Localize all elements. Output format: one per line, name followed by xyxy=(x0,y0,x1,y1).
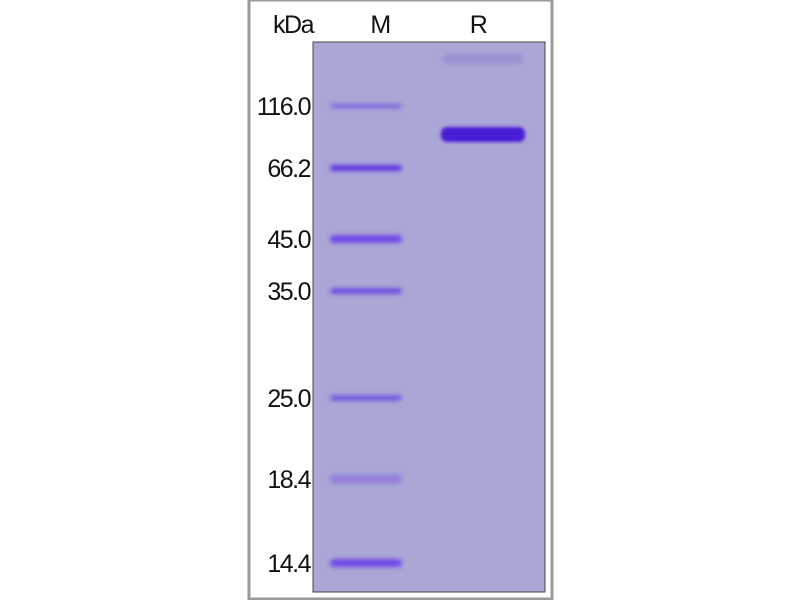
lane-label: M xyxy=(370,11,389,39)
marker-label: 66.2 xyxy=(267,155,310,183)
ladder-band xyxy=(330,103,402,109)
marker-label: 35.0 xyxy=(267,278,310,306)
ladder-band xyxy=(330,288,402,294)
marker-label: 14.4 xyxy=(267,550,311,578)
lane-label: R xyxy=(470,11,487,39)
gel xyxy=(312,41,546,593)
ladder-band xyxy=(330,165,402,171)
marker-label: 116.0 xyxy=(257,93,311,121)
ladder-band xyxy=(330,395,402,401)
marker-label: 45.0 xyxy=(267,226,310,254)
ladder-band xyxy=(330,559,402,567)
unit-label: kDa xyxy=(273,11,315,39)
sample-band xyxy=(441,54,525,142)
marker-label: 25.0 xyxy=(267,385,310,413)
band xyxy=(441,127,525,142)
ladder-band xyxy=(330,235,402,243)
marker-label: 18.4 xyxy=(267,466,311,494)
ladder-band xyxy=(330,474,402,484)
faint-band xyxy=(443,54,523,64)
